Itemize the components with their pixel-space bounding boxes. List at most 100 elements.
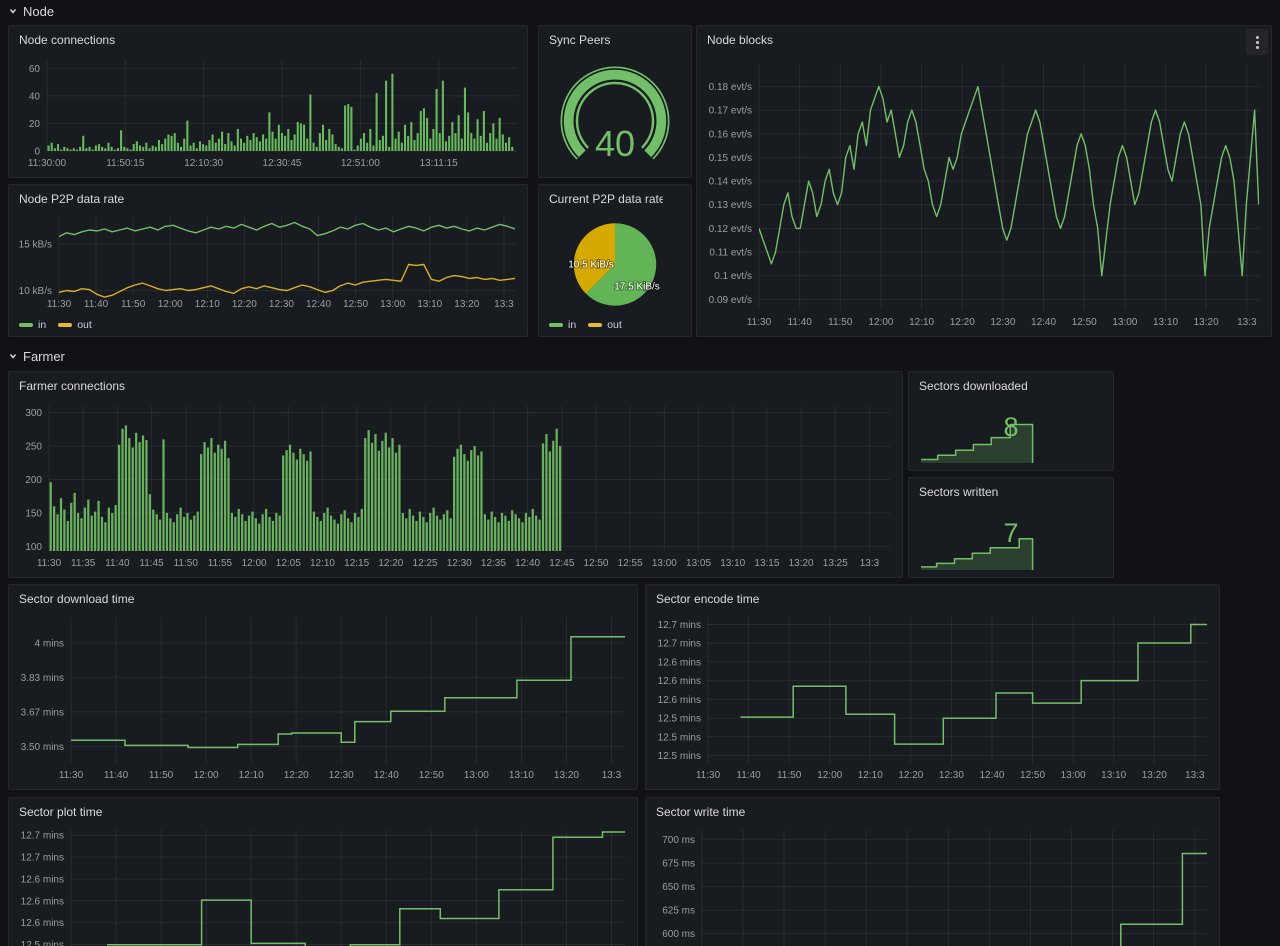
panel-sector-plot-time: Sector plot time 11:3011:4011:5012:0012:… (8, 797, 638, 946)
sector-write-time-chart[interactable]: 11:3011:4011:5012:0012:1012:2012:3012:40… (650, 824, 1215, 946)
svg-text:0.12 evt/s: 0.12 evt/s (709, 224, 752, 235)
svg-text:12:00: 12:00 (868, 317, 893, 328)
sector-encode-time-chart[interactable]: 11:30 11:40 11:50 12:00 12:10 12:20 12:30 12:40… (650, 611, 1215, 785)
row-header-farmer[interactable]: Farmer (8, 347, 65, 365)
svg-text:12.5 mins: 12.5 mins (658, 714, 701, 725)
svg-text:625 ms: 625 ms (662, 906, 695, 917)
svg-text:13:05: 13:05 (686, 558, 711, 569)
legend-swatch-in (549, 323, 563, 327)
svg-text:12:10: 12:10 (310, 558, 335, 569)
row-header-node[interactable]: Node (8, 2, 54, 20)
svg-text:0.16 evt/s: 0.16 evt/s (709, 129, 752, 140)
svg-text:0.17 evt/s: 0.17 evt/s (709, 106, 752, 117)
svg-text:11:55: 11:55 (208, 558, 233, 569)
svg-text:12:40: 12:40 (306, 299, 331, 310)
svg-text:13:20: 13:20 (454, 299, 479, 310)
panel-menu-icon[interactable] (1246, 29, 1268, 55)
svg-text:11:30: 11:30 (37, 558, 62, 569)
svg-text:12:50: 12:50 (583, 558, 608, 569)
svg-text:10 kB/s: 10 kB/s (19, 286, 52, 297)
svg-text:0.13 evt/s: 0.13 evt/s (709, 200, 752, 211)
svg-text:11:40: 11:40 (788, 317, 813, 328)
current-p2p-pie[interactable]: 17.5 KiB/s 10.5 KiB/s (543, 211, 687, 314)
svg-text:11:40: 11:40 (104, 770, 129, 781)
panel-title[interactable]: Sector encode time (656, 592, 760, 606)
svg-text:13:00: 13:00 (652, 558, 677, 569)
svg-text:700 ms: 700 ms (662, 835, 695, 846)
panel-title[interactable]: Farmer connections (19, 379, 126, 393)
svg-text:12.7 mins: 12.7 mins (658, 620, 701, 631)
svg-text:12:20: 12:20 (898, 770, 923, 781)
legend-label: out (607, 319, 622, 331)
svg-text:13:10: 13:10 (720, 558, 745, 569)
row-title: Node (23, 3, 55, 19)
node-connections-chart[interactable]: 11:30:00 11:50:15 12:10:30 12:30:45 12:51:00… (13, 52, 523, 173)
panel-title[interactable]: Node blocks (707, 33, 774, 47)
svg-text:12:00: 12:00 (158, 299, 183, 310)
svg-text:12:55: 12:55 (618, 558, 643, 569)
svg-text:12:30: 12:30 (329, 770, 354, 781)
svg-text:12:40: 12:40 (979, 770, 1004, 781)
svg-text:12:45: 12:45 (549, 558, 574, 569)
svg-text:13:00: 13:00 (1061, 770, 1086, 781)
sector-plot-time-chart[interactable]: 11:3011:4011:5012:0012:1012:2012:3012:40… (13, 824, 633, 946)
svg-text:13:3: 13:3 (1237, 317, 1257, 328)
chevron-down-icon (9, 354, 17, 359)
panel-title[interactable]: Sectors written (919, 485, 999, 499)
legend-label: in (568, 319, 577, 331)
node-p2p-chart[interactable]: 11:30 11:40 11:50 12:00 12:10 12:20 12:30 12:40… (13, 211, 523, 314)
sectors-written-sparkline[interactable] (913, 502, 1109, 573)
svg-text:11:40: 11:40 (105, 558, 130, 569)
svg-text:3.50 mins: 3.50 mins (21, 742, 64, 753)
svg-text:12.7 mins: 12.7 mins (21, 831, 64, 842)
panel-sector-encode-time: Sector encode time 11:30 11:40 11:50 12:00 1… (645, 584, 1220, 790)
stat-value: 7 (1003, 518, 1019, 548)
panel-title[interactable]: Node P2P data rate (19, 192, 125, 206)
legend-item-in[interactable]: in (19, 319, 46, 331)
svg-text:11:30:00: 11:30:00 (28, 158, 67, 169)
node-blocks-chart[interactable]: 11:30 11:40 11:50 12:00 12:10 12:20 12:30 12:40… (701, 52, 1267, 332)
legend-item-out[interactable]: out (58, 319, 92, 331)
panel-title[interactable]: Sector write time (656, 805, 746, 819)
svg-text:12.6 mins: 12.6 mins (21, 874, 64, 885)
svg-text:13:20: 13:20 (1142, 770, 1167, 781)
svg-text:12:15: 12:15 (344, 558, 369, 569)
svg-text:0.1 evt/s: 0.1 evt/s (714, 271, 752, 282)
panel-title[interactable]: Node connections (19, 33, 116, 47)
svg-text:11:40: 11:40 (736, 770, 761, 781)
svg-text:11:50: 11:50 (121, 299, 146, 310)
svg-text:60: 60 (29, 64, 41, 75)
sector-download-time-chart[interactable]: 11:30 11:40 11:50 12:00 12:10 12:20 12:30 12:40… (13, 611, 633, 785)
svg-text:12:10: 12:10 (239, 770, 264, 781)
svg-text:13:3: 13:3 (602, 770, 622, 781)
svg-text:13:11:15: 13:11:15 (420, 158, 459, 169)
panel-sync-peers: Sync Peers 40 (538, 25, 692, 178)
svg-text:0.09 evt/s: 0.09 evt/s (709, 295, 752, 306)
svg-text:200: 200 (25, 475, 42, 486)
svg-text:11:40: 11:40 (84, 299, 109, 310)
legend-item-out[interactable]: out (588, 319, 622, 331)
panel-title[interactable]: Sectors downloaded (919, 379, 1028, 393)
legend: in out (19, 319, 92, 331)
svg-text:12:30: 12:30 (447, 558, 472, 569)
svg-text:12:40: 12:40 (1031, 317, 1056, 328)
sync-peers-gauge[interactable] (543, 52, 687, 173)
panel-title[interactable]: Sector plot time (19, 805, 103, 819)
farmer-connections-chart[interactable]: 11:30 11:35 11:40 11:45 11:50 11:55 12:00 12:05… (13, 398, 898, 573)
svg-text:11:30: 11:30 (59, 770, 84, 781)
panel-title[interactable]: Sector download time (19, 592, 135, 606)
panel-node-connections: Node connections 11:30:00 11:50:15 12:10:3… (8, 25, 528, 178)
svg-text:11:50: 11:50 (777, 770, 802, 781)
panel-title[interactable]: Sync Peers (549, 33, 611, 47)
svg-text:12:10: 12:10 (909, 317, 934, 328)
svg-text:12:20: 12:20 (284, 770, 309, 781)
svg-text:11:50: 11:50 (174, 558, 199, 569)
sectors-downloaded-sparkline[interactable] (913, 396, 1109, 466)
panel-title[interactable]: Current P2P data rate (549, 192, 663, 206)
panel-current-p2p: Current P2P data rate 17.5 KiB/s 10.5 KiB… (538, 184, 692, 337)
svg-text:11:35: 11:35 (71, 558, 96, 569)
legend-item-in[interactable]: in (549, 319, 576, 331)
svg-text:12.7 mins: 12.7 mins (658, 639, 701, 650)
svg-text:675 ms: 675 ms (662, 858, 695, 869)
